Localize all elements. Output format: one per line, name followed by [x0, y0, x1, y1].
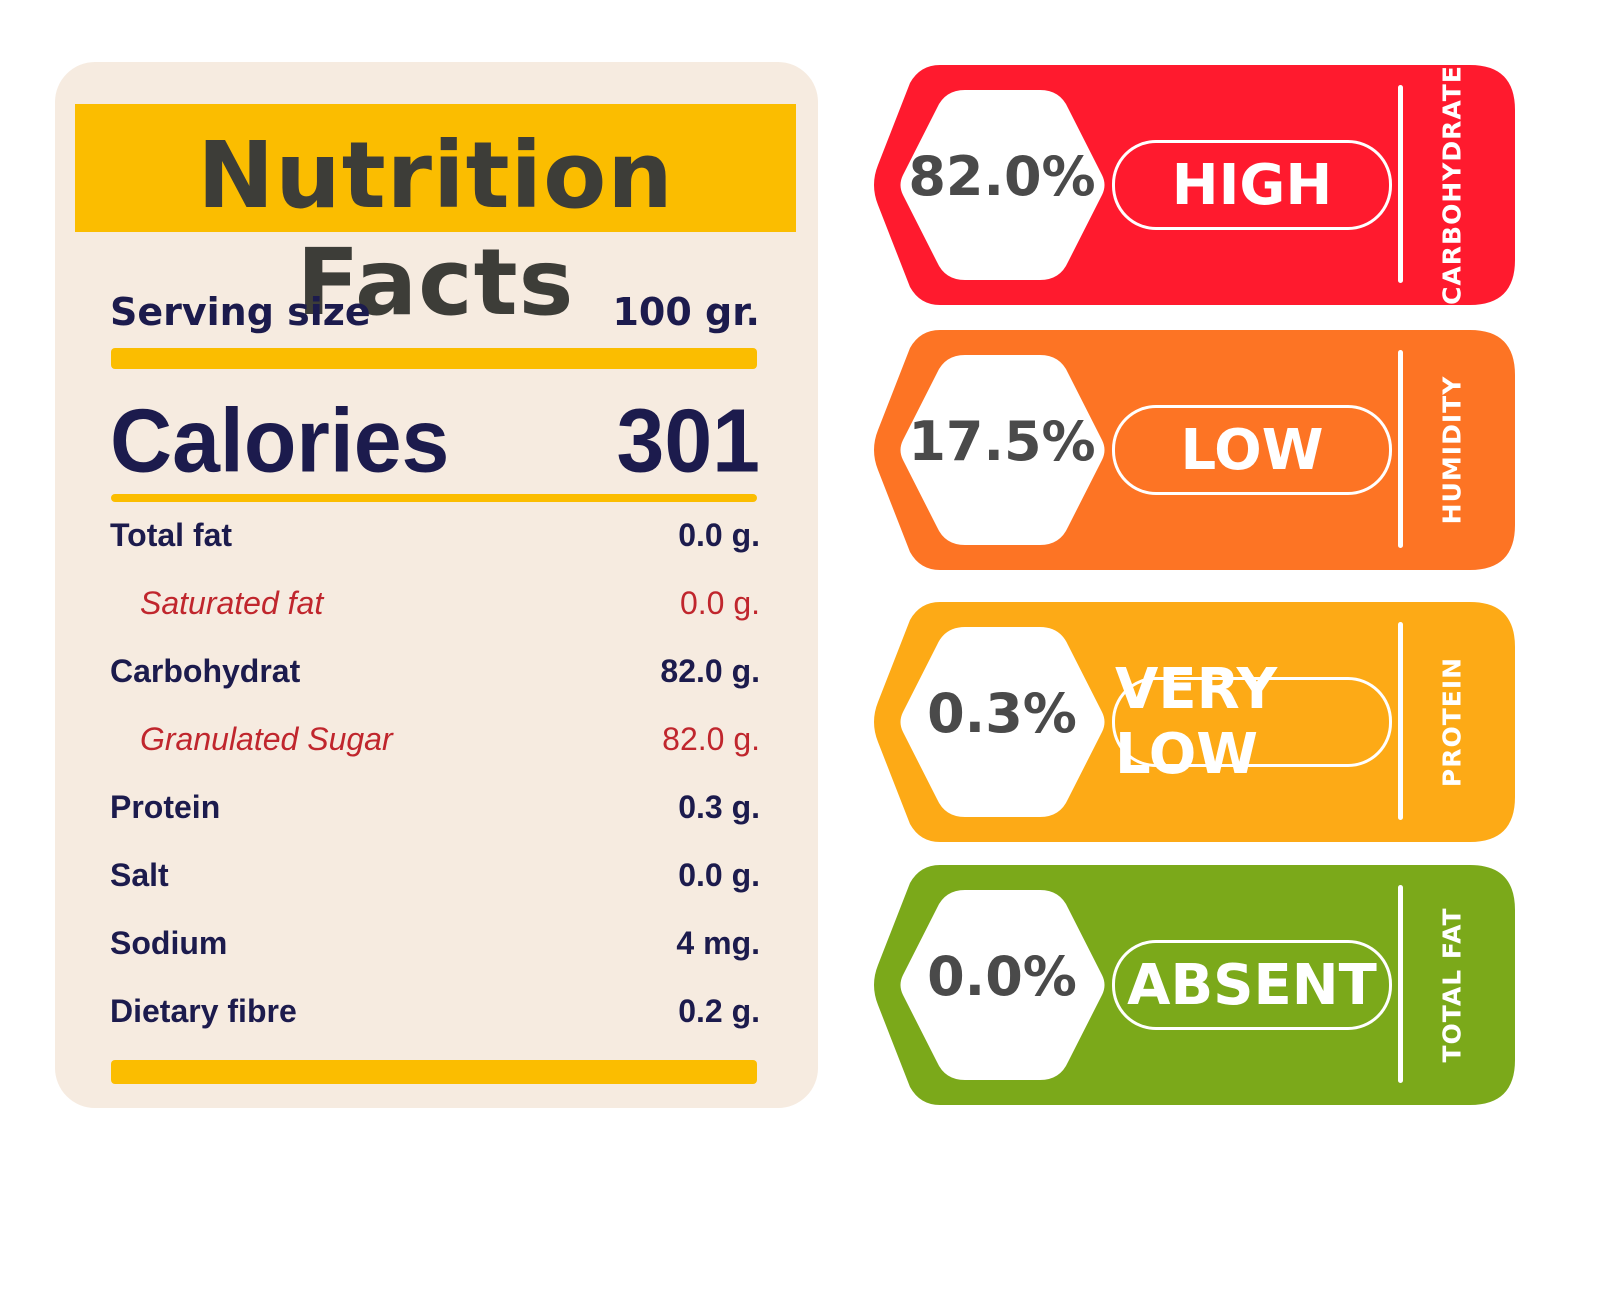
- nutrition-facts-panel: Nutrition Facts Serving size 100 gr. Cal…: [55, 62, 818, 1108]
- tag-percent: 0.0%: [927, 945, 1077, 1008]
- nutrient-name: Saturated fat: [140, 585, 324, 621]
- tag-divider: [1398, 350, 1403, 548]
- serving-size-row: Serving size 100 gr.: [110, 290, 760, 334]
- tag-divider: [1398, 885, 1403, 1083]
- tag-shape: [874, 865, 1515, 1105]
- nutrient-name: Granulated Sugar: [140, 721, 393, 757]
- nutrient-tag-protein: 0.3% VERY LOW PROTEIN: [870, 602, 1515, 842]
- nutrient-name: Protein: [110, 789, 221, 825]
- tag-level-badge: HIGH: [1112, 140, 1392, 230]
- nutrient-value: 4 mg.: [676, 925, 760, 961]
- nutrient-value: 0.3 g.: [678, 789, 760, 825]
- nutrient-row: Granulated Sugar 82.0 g.: [110, 721, 760, 758]
- hexagon-badge: [900, 355, 1105, 545]
- nutrient-value: 82.0 g.: [660, 653, 760, 689]
- nutrient-name: Salt: [110, 857, 169, 893]
- nutrient-value: 0.2 g.: [678, 993, 760, 1029]
- nutrient-name: Dietary fibre: [110, 993, 297, 1029]
- nutrient-name: Carbohydrat: [110, 653, 301, 689]
- tag-nutrient-label: PROTEIN: [1437, 656, 1467, 788]
- tag-divider: [1398, 622, 1403, 820]
- nutrient-tag-total-fat: 0.0% ABSENT TOTAL FAT: [870, 865, 1515, 1105]
- title-banner: Nutrition Facts: [75, 104, 796, 336]
- tag-level-badge: VERY LOW: [1112, 657, 1392, 787]
- tag-nutrient-label: HUMIDITY: [1437, 375, 1467, 525]
- nutrient-tag-carbohydrate: 82.0% HIGH CARBOHYDRATE: [870, 65, 1515, 305]
- divider: [111, 348, 757, 369]
- nutrient-value: 82.0 g.: [662, 721, 760, 757]
- tag-level-badge: LOW: [1112, 405, 1392, 495]
- tag-divider: [1398, 85, 1403, 283]
- serving-value: 100 gr.: [612, 290, 760, 334]
- hexagon-badge: [900, 90, 1105, 280]
- tag-shape: [874, 602, 1515, 842]
- nutrient-row: Saturated fat 0.0 g.: [110, 585, 760, 622]
- divider: [111, 1060, 757, 1084]
- tag-shape: [874, 330, 1515, 570]
- page-title: Nutrition Facts: [197, 122, 674, 336]
- nutrient-row: Salt 0.0 g.: [110, 857, 760, 894]
- nutrient-name: Total fat: [110, 517, 233, 553]
- serving-label: Serving size: [110, 290, 371, 334]
- tag-nutrient-label: CARBOHYDRATE: [1437, 65, 1467, 305]
- hexagon-badge: [900, 890, 1105, 1080]
- nutrient-value: 0.0 g.: [678, 857, 760, 893]
- calories-value: 301: [616, 390, 761, 492]
- nutrient-value: 0.0 g.: [678, 517, 760, 553]
- divider: [111, 494, 757, 502]
- hexagon-badge: [900, 627, 1105, 817]
- tag-level-badge: ABSENT: [1112, 940, 1392, 1030]
- nutrient-row: Dietary fibre 0.2 g.: [110, 993, 760, 1030]
- nutrient-value: 0.0 g.: [679, 585, 760, 621]
- tag-percent: 0.3%: [927, 682, 1077, 745]
- tag-percent: 17.5%: [908, 410, 1096, 473]
- tag-nutrient-label: TOTAL FAT: [1437, 907, 1467, 1063]
- nutrient-name: Sodium: [110, 925, 228, 961]
- calories-row: Calories 301: [110, 390, 760, 494]
- nutrient-tag-humidity: 17.5% LOW HUMIDITY: [870, 330, 1515, 570]
- tag-percent: 82.0%: [908, 145, 1096, 208]
- nutrient-row: Carbohydrat 82.0 g.: [110, 653, 760, 690]
- nutrient-row: Protein 0.3 g.: [110, 789, 760, 826]
- calories-label: Calories: [110, 390, 450, 492]
- tag-shape: [874, 65, 1515, 305]
- nutrient-row: Sodium 4 mg.: [110, 925, 760, 962]
- nutrient-row: Total fat 0.0 g.: [110, 517, 760, 554]
